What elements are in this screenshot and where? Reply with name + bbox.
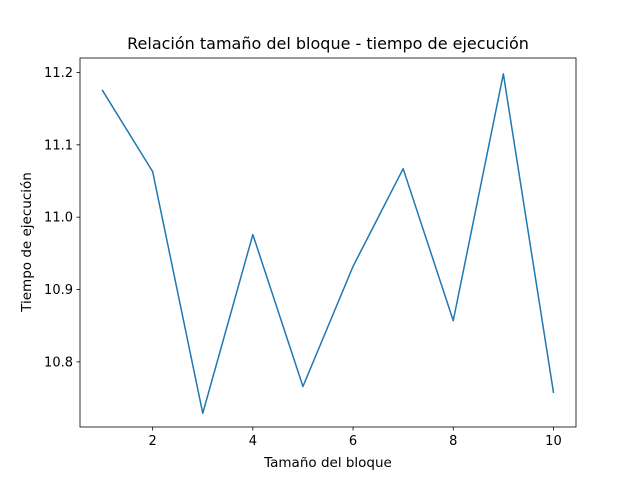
chart-title: Relación tamaño del bloque - tiempo de e… xyxy=(127,34,529,53)
series-line-0 xyxy=(101,73,555,414)
plot-area: 2 4 6 8 10 10.8 10.9 11.0 11.1 11.2 xyxy=(44,57,577,449)
x-tick-label: 8 xyxy=(449,434,457,449)
y-tick-label: 11.1 xyxy=(44,138,73,153)
x-axis-label: Tamaño del bloque xyxy=(263,455,392,471)
axes-frame xyxy=(79,57,577,428)
x-tick-label: 6 xyxy=(349,434,357,449)
y-tick-label: 10.9 xyxy=(44,283,73,298)
y-tick-label: 11.2 xyxy=(44,66,73,81)
x-tick-label: 4 xyxy=(249,434,257,449)
y-axis-label: Tiempo de ejecución xyxy=(19,172,35,313)
x-tick-label: 10 xyxy=(545,434,562,449)
x-tick-label: 2 xyxy=(149,434,157,449)
y-tick-label: 11.0 xyxy=(44,211,73,226)
y-tick-label: 10.8 xyxy=(44,355,73,370)
